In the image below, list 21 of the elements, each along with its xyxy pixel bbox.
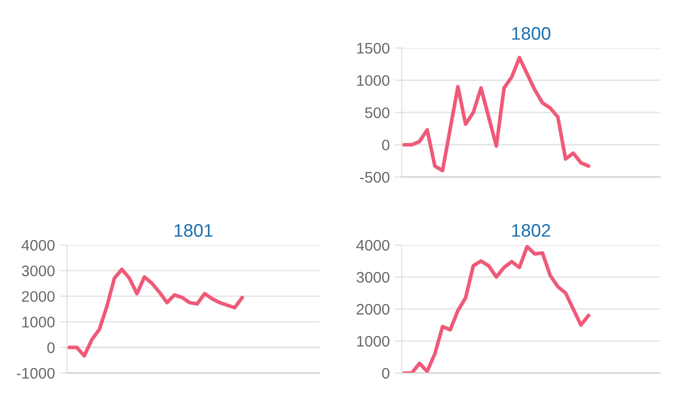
y-tick-label: 1000: [357, 75, 390, 86]
y-tick-label: 4000: [22, 240, 55, 251]
line-series: [67, 268, 244, 358]
y-tick-label: 2000: [356, 304, 390, 315]
y-tick-label: 3000: [22, 265, 55, 276]
y-tick-label: -1000: [16, 368, 55, 379]
y-tick-label: 3000: [356, 272, 390, 283]
y-tick-label: 1500: [357, 42, 390, 54]
y-tick-label: 0: [47, 342, 55, 354]
y-tick-label: 1000: [22, 316, 55, 328]
y-tick-label: 0: [382, 368, 390, 379]
y-tick-label: 1000: [357, 336, 390, 347]
y-tick-label: 500: [365, 107, 390, 118]
y-tick-label: 2000: [22, 291, 55, 302]
chart-title: 1802: [512, 224, 550, 237]
y-tick-label: 4000: [356, 240, 390, 251]
y-tick-label: -500: [360, 172, 390, 183]
line-series: [402, 56, 590, 172]
chart-title: 1800: [512, 27, 550, 40]
y-tick-label: 0: [382, 140, 390, 150]
chart-title: 1801: [174, 224, 213, 237]
